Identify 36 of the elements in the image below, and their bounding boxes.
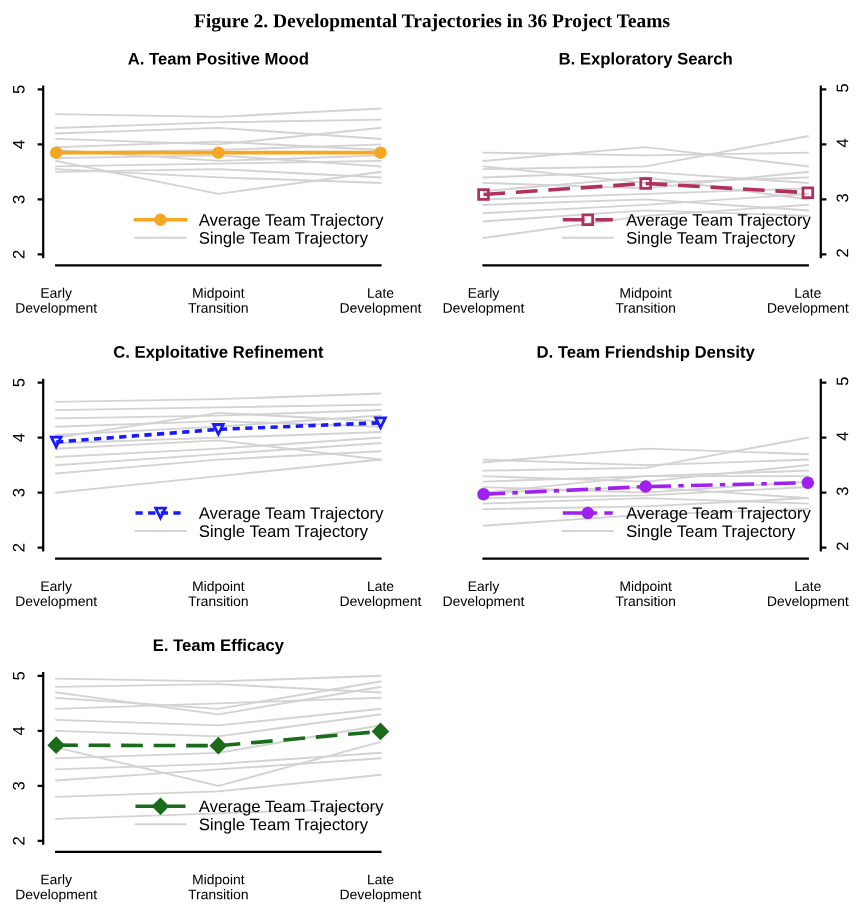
legend-label: Average Team Trajectory bbox=[626, 506, 811, 523]
legend-label: Single Team Trajectory bbox=[626, 524, 796, 541]
chart-title: A. Team Positive Mood bbox=[128, 52, 308, 65]
chart-title: C. Exploitative Refinement bbox=[113, 345, 324, 362]
chart-title: B. Exploratory Search bbox=[559, 52, 732, 68]
chart-title: D. Team Friendship Density bbox=[537, 345, 755, 362]
legend-label: Single Team Trajectory bbox=[626, 231, 796, 248]
y-tick-label: 5 bbox=[13, 378, 25, 387]
y2-tick-label: 5 bbox=[836, 377, 849, 386]
legend-label: Average Team Trajectory bbox=[198, 800, 384, 816]
legend-label: Average Team Trajectory bbox=[198, 506, 384, 523]
y-tick-label: 2 bbox=[12, 250, 25, 259]
legend-label: Average Team Trajectory bbox=[626, 213, 811, 230]
y-tick-label: 3 bbox=[12, 781, 25, 790]
y-tick-label: 5 bbox=[13, 671, 25, 680]
caption: Figure 2. Developmental Trajectories in 36 Project Teams bbox=[194, 13, 670, 32]
y2-tick-label: 4 bbox=[836, 432, 849, 441]
legend-label: Average Team Trajectory bbox=[198, 213, 384, 230]
y2-tick-label: 2 bbox=[836, 542, 849, 550]
y2-tick-label: 2 bbox=[836, 249, 849, 257]
y2-tick-label: 3 bbox=[836, 194, 849, 202]
chart-title: E. Team Efficacy bbox=[153, 638, 284, 655]
y-tick-label: 5 bbox=[13, 85, 25, 94]
y2-tick-label: 4 bbox=[836, 138, 849, 148]
legend-label: Single Team Trajectory bbox=[199, 818, 368, 834]
y-tick-label: 2 bbox=[12, 837, 25, 845]
y2-tick-label: 3 bbox=[836, 487, 849, 496]
y-tick-label: 3 bbox=[12, 195, 25, 204]
legend-label: Single Team Trajectory bbox=[199, 524, 368, 541]
y-tick-label: 4 bbox=[13, 140, 25, 149]
legend-label: Single Team Trajectory bbox=[199, 231, 368, 248]
y-tick-label: 4 bbox=[13, 433, 25, 442]
y-tick-label: 2 bbox=[12, 543, 25, 552]
y2-tick-label: 5 bbox=[836, 84, 849, 92]
y-tick-label: 3 bbox=[12, 488, 25, 497]
y-tick-label: 4 bbox=[13, 726, 25, 736]
